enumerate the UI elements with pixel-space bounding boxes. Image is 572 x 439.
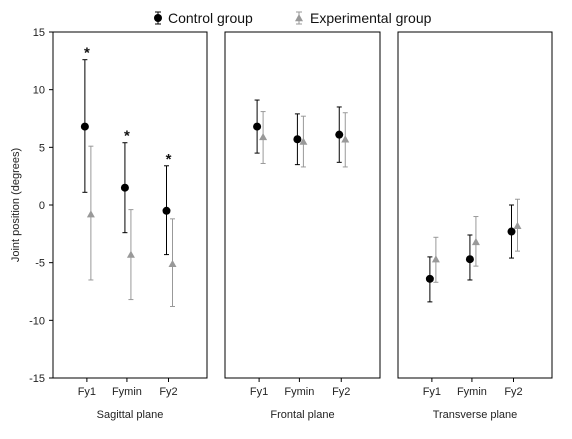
experimental-point (259, 132, 268, 141)
control-point (507, 227, 516, 236)
legend-control-label: Control group (168, 10, 253, 26)
experimental-point (86, 210, 95, 218)
x-tick-label: Fy1 (78, 386, 96, 398)
y-tick-label: -15 (29, 373, 45, 385)
panel-label: Frontal plane (270, 409, 334, 421)
experimental-point (168, 259, 177, 268)
x-tick-label: Fy1 (250, 386, 268, 398)
significance-marker: * (124, 128, 130, 145)
experimental-point (471, 237, 480, 246)
y-tick-label: 5 (39, 142, 45, 154)
experimental-point (299, 137, 308, 145)
control-point (253, 122, 262, 131)
control-point (80, 122, 89, 131)
panel-1: Fy1 * Fymin * Fy2 * Sagittal plane (52, 31, 208, 421)
significance-marker: * (166, 151, 172, 168)
x-tick-label: Fymin (457, 386, 487, 398)
y-tick-label: 10 (33, 85, 45, 97)
x-tick-label: Fy2 (332, 386, 350, 398)
legend-experimental-marker (295, 14, 303, 22)
control-point (335, 130, 344, 139)
panel-frame (224, 31, 381, 379)
y-axis-label: Joint position (degrees) (10, 148, 22, 262)
panel-label: Sagittal plane (97, 409, 164, 421)
x-tick-label: Fy1 (423, 386, 441, 398)
y-tick-label: -10 (29, 315, 45, 327)
legend-control-marker (154, 14, 162, 22)
control-point (465, 255, 474, 264)
y-axis: -15 -10 -5 0 5 10 15 (29, 27, 53, 385)
experimental-point (341, 135, 350, 143)
control-point (293, 135, 302, 144)
legend-experimental-label: Experimental group (310, 10, 432, 26)
x-tick-label: Fymin (284, 386, 314, 398)
experimental-point (126, 250, 135, 258)
x-tick-label: Fy2 (504, 386, 522, 398)
x-tick-label: Fy2 (159, 386, 177, 398)
y-tick-label: 15 (33, 27, 45, 39)
panel-2: Fy1 Fymin Fy2 Frontal plane (224, 31, 381, 421)
panel-3: Fy1 Fymin Fy2 Transverse plane (397, 31, 553, 421)
experimental-point (513, 221, 522, 229)
significance-marker: * (84, 45, 90, 62)
experimental-point (431, 255, 440, 263)
x-tick-label: Fymin (112, 386, 142, 398)
control-point (425, 274, 434, 283)
y-tick-label: 0 (39, 200, 45, 212)
panel-label: Transverse plane (433, 409, 518, 421)
panel-frame (52, 31, 208, 379)
y-tick-label: -5 (35, 258, 45, 270)
control-point (162, 206, 171, 215)
control-point (120, 183, 129, 192)
legend: Control group Experimental group (154, 10, 432, 26)
panel-frame (397, 31, 553, 379)
